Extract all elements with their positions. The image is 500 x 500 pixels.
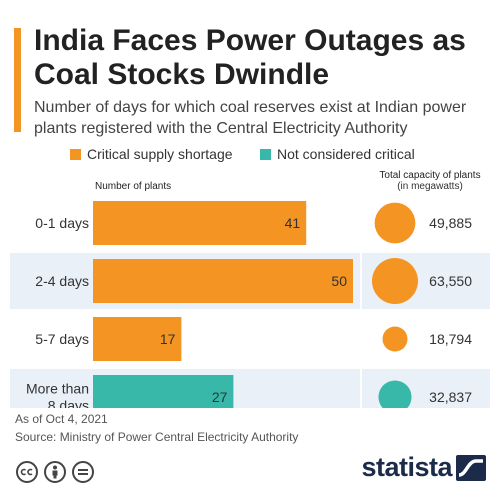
column-divider	[360, 369, 362, 408]
capacity-value-label: 49,885	[429, 215, 472, 231]
title-accent-bar	[14, 28, 21, 132]
legend: Critical supply shortage Not considered …	[0, 146, 500, 166]
source-note: Source: Ministry of Power Central Electr…	[15, 430, 299, 444]
date-note: As of Oct 4, 2021	[15, 412, 108, 426]
bar	[93, 259, 353, 303]
chart-area: Number of plants Total capacity of plants…	[10, 170, 490, 409]
capacity-value-label: 63,550	[429, 273, 472, 289]
capacity-bubble	[378, 380, 412, 408]
category-label: 0-1 days	[35, 215, 89, 231]
legend-item-critical: Critical supply shortage	[70, 146, 233, 162]
chart-title: India Faces Power Outages as Coal Stocks…	[34, 24, 466, 91]
bar-value-label: 41	[285, 215, 301, 231]
category-label: More than	[26, 381, 89, 397]
column-divider	[360, 195, 362, 251]
statista-logo: statista	[361, 452, 486, 483]
capacity-value-label: 32,837	[429, 389, 472, 405]
bubble-axis-title: Total capacity of plants	[379, 170, 480, 181]
capacity-bubble	[382, 326, 408, 352]
category-label: 2-4 days	[35, 273, 89, 289]
category-label: 5-7 days	[35, 331, 89, 347]
legend-item-noncritical: Not considered critical	[260, 146, 415, 162]
bar	[93, 201, 307, 245]
capacity-bubble	[372, 258, 418, 304]
creative-commons-icon[interactable]	[16, 461, 38, 483]
bubble-axis-unit: (in megawatts)	[397, 181, 463, 192]
capacity-value-label: 18,794	[429, 331, 472, 347]
legend-label-noncritical: Not considered critical	[277, 146, 415, 162]
attribution-icon[interactable]	[44, 461, 66, 483]
legend-swatch-noncritical	[260, 148, 271, 160]
bar-value-label: 17	[160, 331, 176, 347]
logo-wordmark: statista	[361, 452, 452, 482]
column-divider	[360, 311, 362, 367]
bar-value-label: 27	[212, 389, 228, 405]
bar	[93, 375, 234, 408]
column-divider	[360, 253, 362, 309]
statista-logo-icon	[456, 454, 486, 481]
chart-subtitle: Number of days for which coal reserves e…	[34, 99, 467, 137]
legend-swatch-critical	[70, 148, 81, 160]
legend-label-critical: Critical supply shortage	[87, 146, 233, 162]
bar-value-label: 50	[331, 273, 347, 289]
license-icons	[16, 461, 94, 483]
bar-axis-title: Number of plants	[95, 181, 171, 192]
category-label: 8 days	[48, 398, 89, 409]
no-derivatives-icon[interactable]	[72, 461, 94, 483]
bar	[93, 317, 182, 361]
capacity-bubble	[374, 202, 416, 244]
